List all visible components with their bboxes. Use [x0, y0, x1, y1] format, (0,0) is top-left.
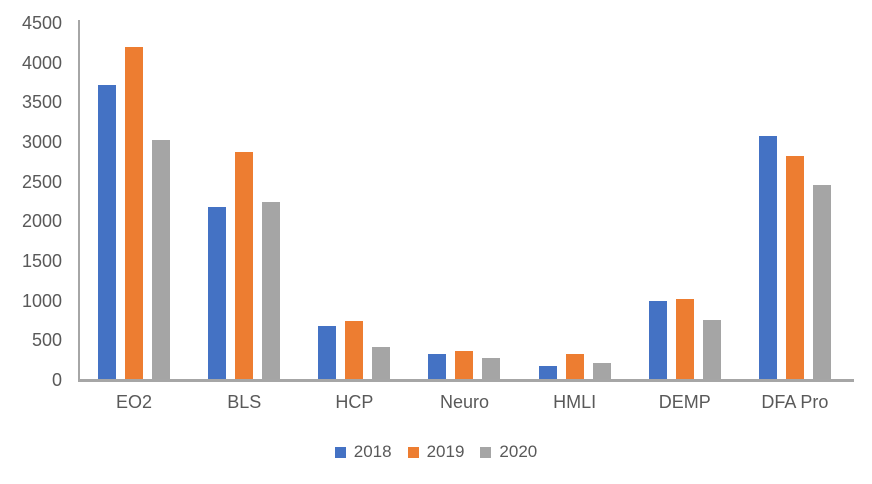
y-axis-tick-label: 500	[31, 330, 62, 351]
bar-2018-eo2	[98, 84, 116, 380]
legend-swatch-icon	[407, 446, 419, 458]
bar-2020-bls	[262, 201, 281, 380]
legend-item-2019: 2019	[407, 442, 465, 462]
legend-item-2020: 2020	[480, 442, 537, 462]
y-axis-line	[78, 20, 80, 380]
bar-2020-hmli	[592, 363, 611, 380]
y-axis-tick-label: 4000	[21, 52, 62, 73]
x-axis-category-label: DFA Pro	[761, 392, 829, 412]
bar-2018-hmli	[538, 365, 557, 380]
legend-swatch-icon	[334, 446, 346, 458]
bar-2018-dfa-pro	[758, 135, 777, 380]
x-axis-category-label: BLS	[227, 392, 262, 412]
bar-2020-neuro	[482, 357, 501, 380]
x-axis-category-label: HMLI	[553, 392, 597, 412]
y-axis-tick-label: 4500	[21, 13, 62, 33]
bar-2020-dfa-pro	[812, 184, 831, 380]
bar-2019-bls	[235, 152, 254, 380]
x-axis-category-label: DEMP	[658, 392, 711, 412]
bar-2018-demp	[648, 300, 667, 380]
bar-2020-demp	[702, 319, 721, 380]
legend: 2018 2019 2020	[0, 442, 872, 462]
x-axis-category-label: Neuro	[439, 392, 489, 412]
bar-2018-hcp	[318, 326, 337, 380]
bar-2019-neuro	[455, 350, 474, 380]
y-axis-tick-label: 1500	[21, 251, 62, 271]
legend-label: 2019	[426, 442, 465, 461]
bar-2018-neuro	[428, 353, 447, 380]
bar-2020-eo2	[152, 139, 170, 380]
bar-2019-hmli	[565, 353, 584, 380]
x-axis-category-label: HCP	[335, 392, 374, 412]
bar-2019-demp	[675, 299, 694, 380]
bar-2019-hcp	[345, 321, 364, 380]
legend-label: 2018	[353, 442, 392, 461]
y-axis-tick-label: 3500	[21, 92, 62, 113]
y-axis-tick-label: 1000	[21, 290, 62, 311]
y-axis-tick-label: 2000	[21, 211, 62, 232]
legend-swatch-icon	[480, 446, 492, 458]
legend-label: 2020	[499, 442, 538, 461]
legend-item-2018: 2018	[334, 442, 392, 462]
y-axis-tick-label: 2500	[21, 171, 62, 192]
x-axis-category-label: EO2	[116, 392, 153, 412]
bar-2019-dfa-pro	[785, 156, 804, 380]
y-axis-tick-label: 0	[51, 370, 62, 390]
y-axis-tick-label: 3000	[21, 132, 62, 152]
bar-2018-bls	[208, 207, 227, 380]
bar-2019-eo2	[125, 46, 143, 380]
x-axis-line	[78, 379, 854, 382]
bar-2020-hcp	[372, 347, 391, 380]
